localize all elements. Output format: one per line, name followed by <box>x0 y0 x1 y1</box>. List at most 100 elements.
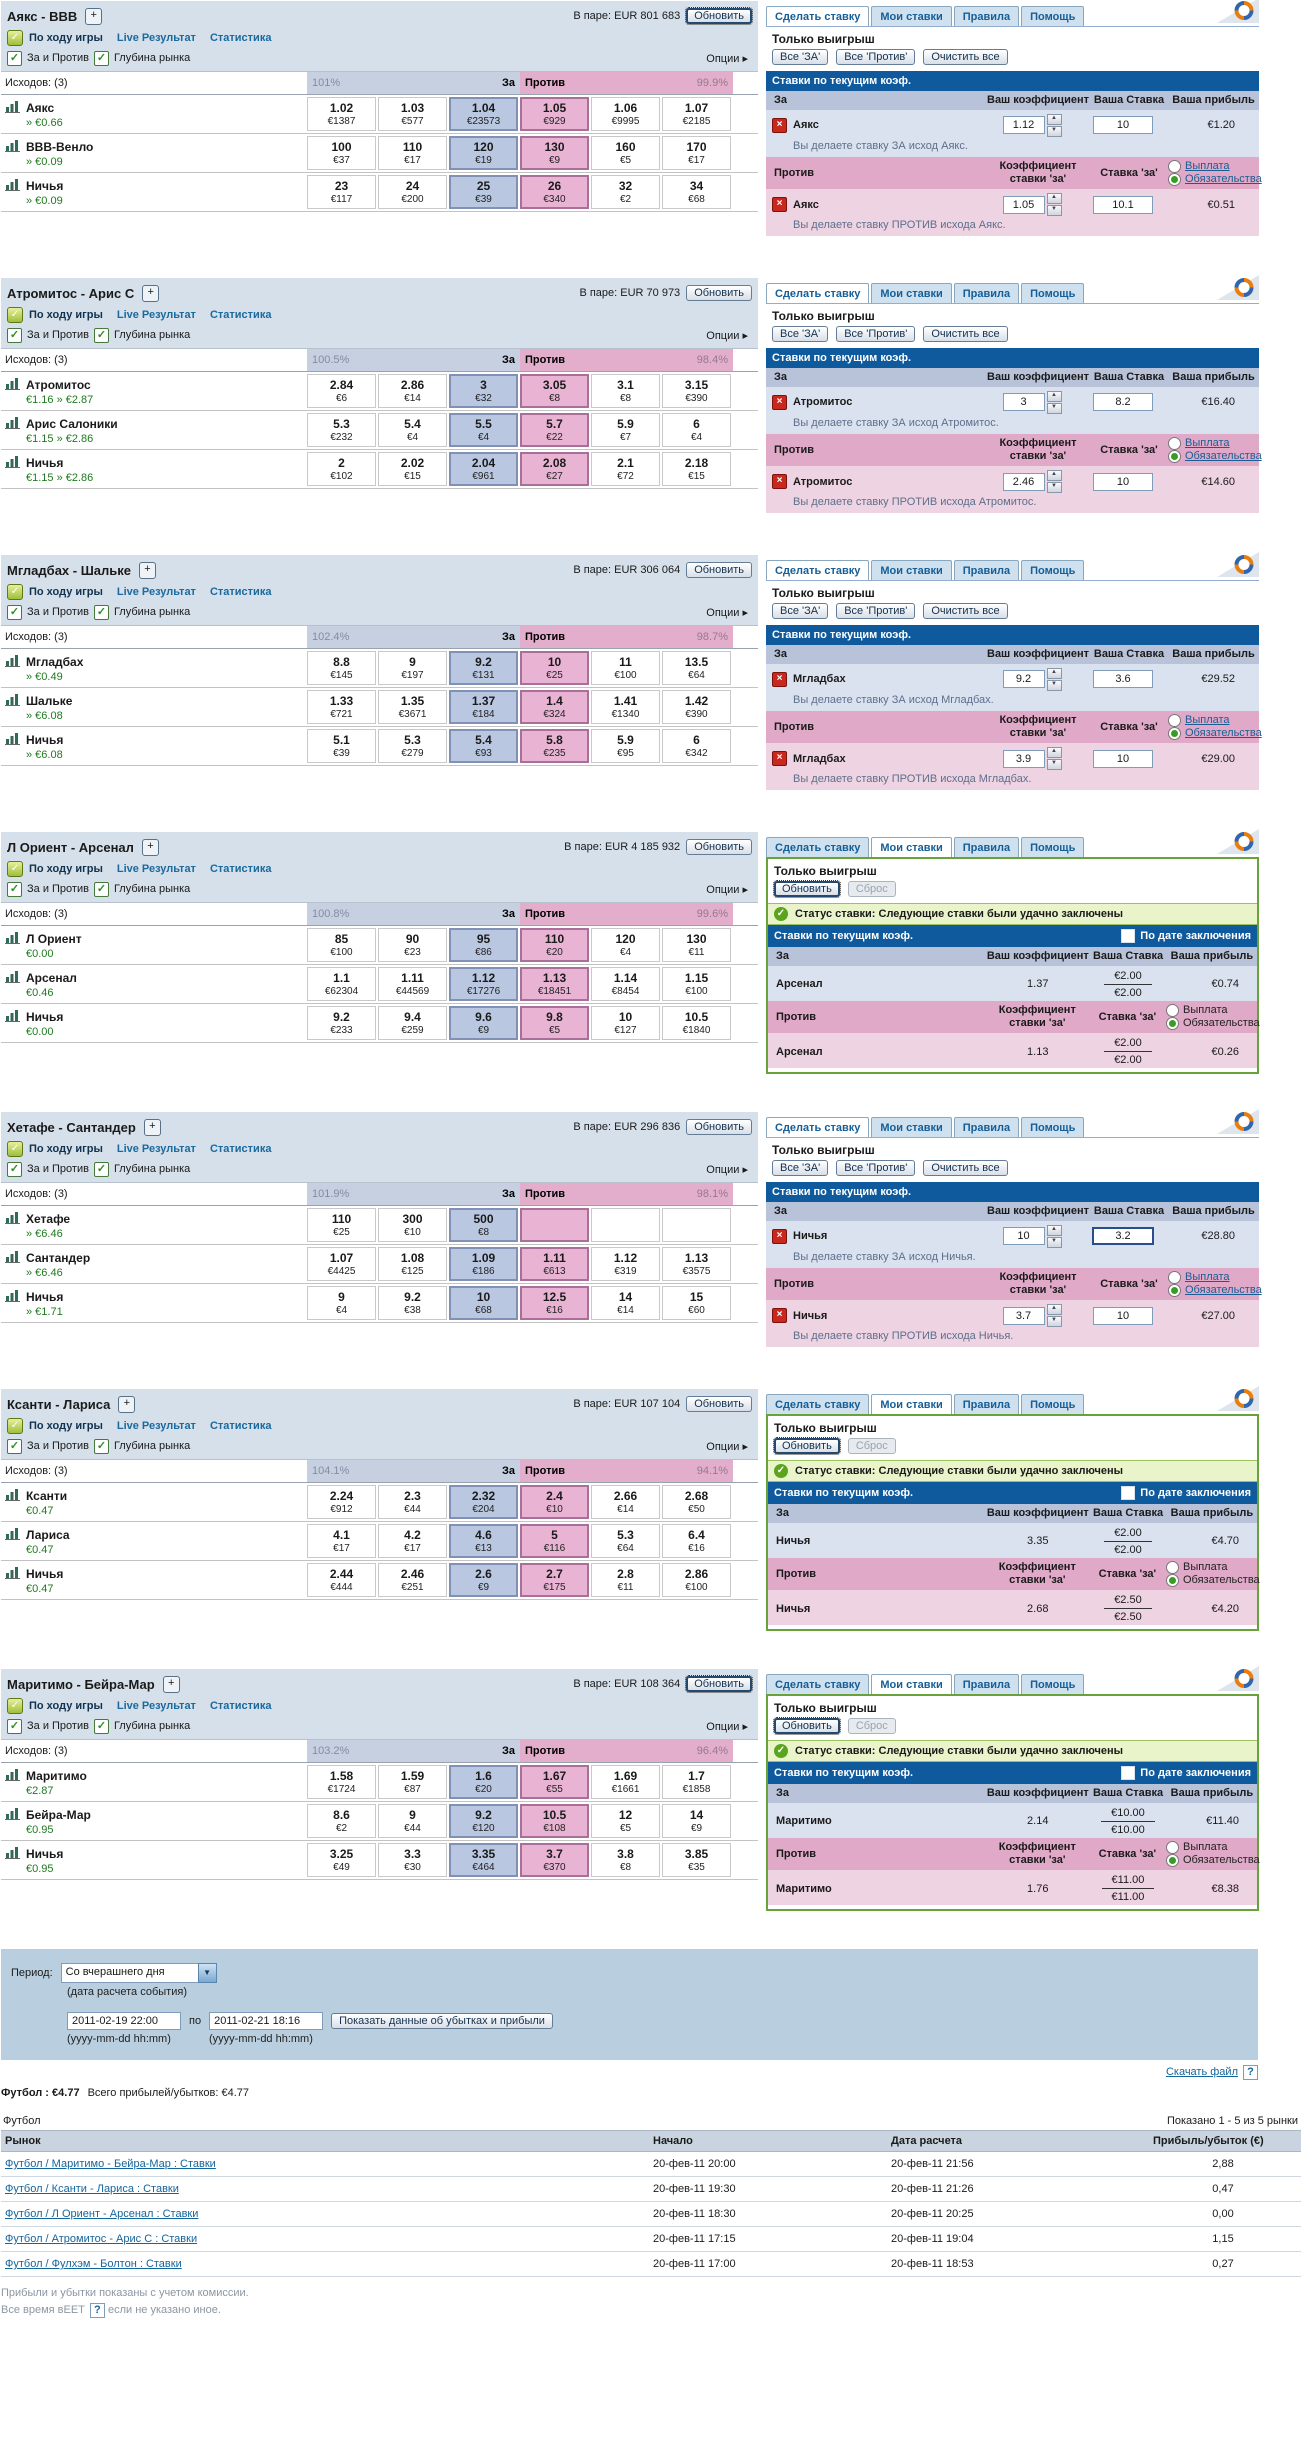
back-odds-cell[interactable]: 100 €37 <box>307 136 376 170</box>
stepper-up-icon[interactable]: ▲ <box>1046 470 1062 482</box>
tab-my-bets[interactable]: Мои ставки <box>871 1117 952 1138</box>
odds-stepper[interactable]: ▲ ▼ <box>1046 113 1062 137</box>
back-odds-cell[interactable]: 9.2 €233 <box>307 1006 376 1041</box>
tab-help[interactable]: Помощь <box>1021 1674 1085 1695</box>
live-score-link[interactable]: Live Результат <box>116 1420 196 1433</box>
liability-radio[interactable] <box>1168 449 1181 463</box>
stepper-down-icon[interactable]: ▼ <box>1046 125 1062 137</box>
market-link[interactable]: Футбол / Фулхэм - Болтон : Ставки <box>5 2258 182 2271</box>
stepper-down-icon[interactable]: ▼ <box>1046 679 1062 691</box>
runner-name[interactable]: Лариса <box>5 1527 307 1543</box>
stepper-down-icon[interactable]: ▼ <box>1046 402 1062 414</box>
back-odds-cell[interactable]: 9.2 €38 <box>378 1286 447 1321</box>
back-odds-cell[interactable]: 1.03 €577 <box>378 97 447 131</box>
expand-market-button[interactable]: + <box>118 1395 136 1413</box>
back-odds-cell[interactable]: 9 €44 <box>378 1804 447 1839</box>
payout-radio[interactable] <box>1168 159 1181 173</box>
stats-link[interactable]: Статистика <box>209 1420 272 1433</box>
tab-place-bet[interactable]: Сделать ставку <box>766 837 870 858</box>
lay-odds-cell[interactable]: 34 €68 <box>662 175 731 209</box>
payout-radio-label[interactable]: Выплата <box>1185 436 1230 449</box>
lay-odds-cell[interactable]: 12.5 €16 <box>520 1286 589 1321</box>
stepper-up-icon[interactable]: ▲ <box>1046 747 1062 759</box>
tab-place-bet[interactable]: Сделать ставку <box>766 560 870 581</box>
lay-odds-input[interactable]: 1.05 <box>1002 195 1045 214</box>
remove-bet-icon[interactable]: × <box>772 1308 787 1324</box>
options-link[interactable]: Опции ▸ <box>706 1440 748 1453</box>
backlay-checkbox[interactable]: ✓ <box>7 50 22 66</box>
lay-odds-cell[interactable]: 10 €25 <box>520 651 589 686</box>
tab-my-bets[interactable]: Мои ставки <box>871 1674 952 1695</box>
stepper-down-icon[interactable]: ▼ <box>1046 205 1062 217</box>
odds-stepper[interactable]: ▲ ▼ <box>1046 747 1062 771</box>
back-odds-cell[interactable]: 1.02 €1387 <box>307 97 376 131</box>
runner-name[interactable]: ВВВ-Венло <box>5 139 307 155</box>
depth-checkbox[interactable]: ✓ <box>93 1438 109 1454</box>
back-odds-cell[interactable]: 4.2 €17 <box>378 1524 447 1559</box>
payout-radio-label[interactable]: Выплата <box>1182 1840 1228 1853</box>
back-odds-cell[interactable]: 8.8 €145 <box>307 651 376 686</box>
stepper-down-icon[interactable]: ▼ <box>1046 759 1062 771</box>
refresh-icon[interactable] <box>1213 829 1259 857</box>
clear-all-button[interactable]: Очистить все <box>923 1160 1008 1177</box>
expand-market-button[interactable]: + <box>143 1118 161 1136</box>
back-odds-cell[interactable]: 120 €19 <box>449 136 518 170</box>
refresh-market-button[interactable]: Обновить <box>686 1396 752 1413</box>
back-odds-cell[interactable]: 110 €17 <box>378 136 447 170</box>
chevron-down-icon[interactable]: ▼ <box>197 1963 217 1984</box>
lay-all-button[interactable]: Все 'Против' <box>836 326 916 343</box>
lay-odds-cell[interactable] <box>662 1208 731 1243</box>
download-file-link[interactable]: Скачать файл <box>1165 2066 1238 2079</box>
back-odds-cell[interactable]: 1.07 €4425 <box>307 1247 376 1282</box>
options-link[interactable]: Опции ▸ <box>706 606 748 619</box>
lay-odds-cell[interactable]: 2.86 €100 <box>662 1563 731 1598</box>
lay-odds-cell[interactable]: 32 €2 <box>591 175 660 209</box>
back-odds-cell[interactable]: 9.6 €9 <box>449 1006 518 1041</box>
date-to-input[interactable]: 2011-02-21 18:16 <box>209 2012 324 2031</box>
remove-bet-icon[interactable]: × <box>772 671 787 687</box>
tab-help[interactable]: Помощь <box>1021 1117 1085 1138</box>
depth-checkbox[interactable]: ✓ <box>93 1718 109 1734</box>
back-odds-cell[interactable]: 1.09 €186 <box>449 1247 518 1282</box>
expand-market-button[interactable]: + <box>141 838 159 856</box>
stats-link[interactable]: Статистика <box>209 309 272 322</box>
options-link[interactable]: Опции ▸ <box>706 883 748 896</box>
payout-radio[interactable] <box>1168 1270 1181 1284</box>
tab-place-bet[interactable]: Сделать ставку <box>766 1117 870 1138</box>
lay-odds-cell[interactable]: 14 €9 <box>662 1804 731 1839</box>
liability-radio-label[interactable]: Обязательства <box>1185 172 1262 185</box>
back-odds-cell[interactable]: 5.5 €4 <box>449 413 518 448</box>
show-pl-button[interactable]: Показать данные об убытках и прибыли <box>331 2013 553 2030</box>
back-stake-input[interactable]: 8.2 <box>1093 393 1153 412</box>
reset-button[interactable]: Сброс <box>847 1718 896 1735</box>
reset-button[interactable]: Сброс <box>847 1438 896 1455</box>
back-odds-input[interactable]: 9.2 <box>1002 670 1045 689</box>
runner-name[interactable]: Ксанти <box>5 1488 307 1504</box>
lay-odds-cell[interactable]: 2.66 €14 <box>591 1485 660 1520</box>
payout-radio[interactable] <box>1165 1840 1179 1854</box>
refresh-icon[interactable] <box>1213 0 1259 26</box>
back-odds-cell[interactable]: 9 €4 <box>307 1286 376 1321</box>
odds-stepper[interactable]: ▲ ▼ <box>1046 390 1062 414</box>
back-odds-cell[interactable]: 1.6 €20 <box>449 1765 518 1800</box>
lay-odds-cell[interactable]: 10.5 €108 <box>520 1804 589 1839</box>
lay-odds-cell[interactable]: 14 €14 <box>591 1286 660 1321</box>
expand-market-button[interactable]: + <box>85 7 103 25</box>
back-odds-cell[interactable]: 5.3 €232 <box>307 413 376 448</box>
lay-odds-cell[interactable]: 5.9 €7 <box>591 413 660 448</box>
runner-name[interactable]: Арсенал <box>5 970 307 986</box>
payout-radio-label[interactable]: Выплата <box>1185 159 1230 172</box>
lay-odds-cell[interactable]: 1.11 €613 <box>520 1247 589 1282</box>
lay-odds-cell[interactable] <box>520 1208 589 1243</box>
stats-link[interactable]: Статистика <box>209 1143 272 1156</box>
lay-odds-cell[interactable]: 5.7 €22 <box>520 413 589 448</box>
tab-rules[interactable]: Правила <box>953 1117 1020 1138</box>
back-odds-cell[interactable]: 2.02 €15 <box>378 452 447 487</box>
back-odds-cell[interactable]: 300 €10 <box>378 1208 447 1243</box>
market-link[interactable]: Футбол / Ксанти - Лариса : Ставки <box>5 2183 179 2196</box>
runner-name[interactable]: Бейра-Мар <box>5 1807 307 1823</box>
lay-odds-cell[interactable]: 1.14 €8454 <box>591 967 660 1002</box>
lay-odds-cell[interactable]: 5 €116 <box>520 1524 589 1559</box>
backlay-checkbox[interactable]: ✓ <box>7 1718 22 1734</box>
liability-radio[interactable] <box>1165 1854 1179 1868</box>
